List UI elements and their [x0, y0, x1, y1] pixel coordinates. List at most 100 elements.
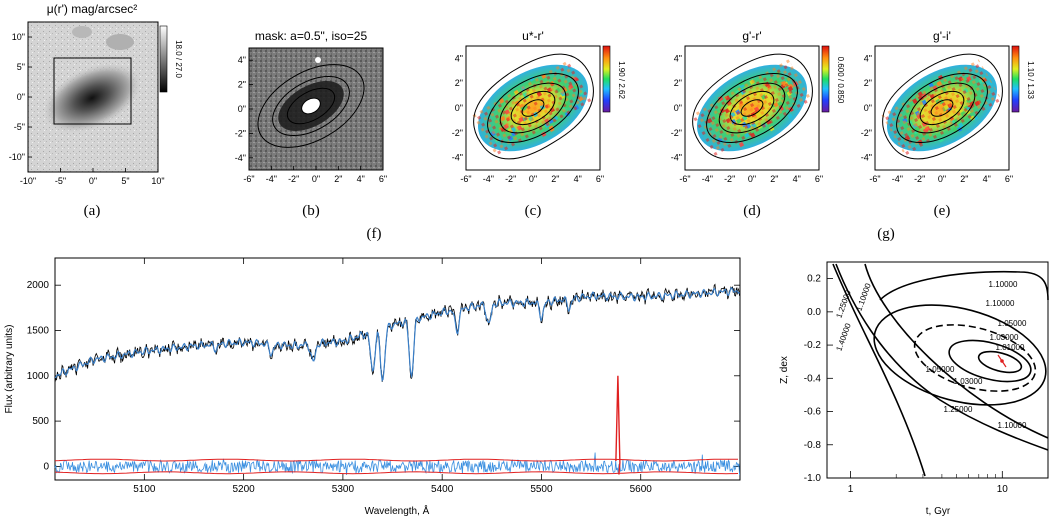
panel-a-blob: [106, 34, 134, 50]
y-tick-label: -5": [14, 122, 25, 132]
sky-line-spike: [615, 375, 621, 475]
panel-d-map: [691, 53, 813, 160]
color-map-texture: [472, 59, 594, 157]
y-tick-label: 1000: [27, 371, 50, 382]
contour-ylabel: Z, dex: [779, 356, 790, 384]
panel-a: μ(r') mag/arcsec² 18.0 / 27.0 -10" -5" 0" 5…: [9, 2, 183, 219]
isophote: [521, 99, 545, 117]
error-lower-series: [54, 471, 739, 475]
y-tick-label: 4": [674, 53, 682, 63]
y-tick-label: -1.0: [804, 473, 822, 484]
y-tick-label: -0.6: [804, 407, 822, 418]
y-tick-label: 0": [864, 103, 872, 113]
chi2-contour-panel: 1 10 0.2 0.0 -0.2 -0.4 -0.6 -0.8 -1.0 1.10000 1.2…: [779, 261, 1049, 517]
x-tick-label: -2": [724, 174, 735, 184]
x-tick-label: 5500: [530, 484, 553, 495]
panel-a-yticks: 10" 5" 0" -5" -10": [9, 32, 32, 162]
panel-a-zoom-box: [53, 57, 132, 125]
contour-label: 1.03000: [954, 377, 983, 386]
contour-line: [879, 270, 1049, 301]
contour-line: [832, 263, 926, 477]
x-tick-label: 4": [357, 174, 365, 184]
panel-e-colorbar-label: 1.10 / 1.33: [1026, 61, 1035, 99]
panel-a-label: (a): [84, 203, 101, 219]
isophote: [740, 99, 764, 117]
panel-b-yticks: 4" 2" 0" -2" -4": [235, 55, 253, 163]
y-tick-label: -2": [452, 128, 463, 138]
y-tick-label: 4": [864, 53, 872, 63]
contour-label: 1.05000: [998, 319, 1027, 328]
y-tick-label: 4": [238, 55, 246, 65]
y-tick-label: 2": [674, 78, 682, 88]
error-upper-series: [54, 458, 739, 462]
panel-e-colorbar: [1011, 45, 1020, 113]
isophote: [930, 99, 954, 117]
panel-a-colorbar: [159, 25, 168, 93]
contour-label: 1.25000: [944, 405, 973, 414]
contour-line: [873, 304, 1047, 406]
contour-xlabel: t, Gyr: [926, 506, 951, 517]
panel-c-title: u*-r': [522, 29, 544, 43]
panel-a-galaxy: [43, 63, 141, 133]
x-tick-label: 2": [770, 174, 778, 184]
isophote: [487, 72, 579, 144]
color-map-texture: [691, 59, 813, 157]
y-tick-label: 5": [17, 62, 25, 72]
x-tick-label: 6": [379, 174, 387, 184]
x-tick-label: 5100: [133, 484, 156, 495]
x-tick-label: 4": [983, 174, 991, 184]
outer-isophote: [882, 53, 1003, 160]
isophote: [919, 90, 965, 126]
panel-a-colorbar-label: 18.0 / 27.0: [174, 40, 183, 78]
x-tick-label: 6": [1005, 174, 1013, 184]
panel-a-title: μ(r') mag/arcsec²: [47, 2, 138, 16]
y-tick-label: 0": [17, 92, 25, 102]
panel-b-star: [315, 57, 321, 63]
x-tick-label: 1: [848, 484, 854, 495]
panel-e-label: (e): [934, 203, 951, 219]
panel-b: mask: a=0.5", iso=25 -6" -4" -2" 0" 2" 4" 6" 4…: [235, 29, 387, 219]
panel-e-title: g'-i': [933, 29, 951, 43]
y-tick-label: 2": [864, 78, 872, 88]
y-tick-label: -2": [235, 128, 246, 138]
panel-g-label: (g): [877, 226, 895, 242]
y-tick-label: 2": [455, 78, 463, 88]
panel-e-map: [881, 53, 1003, 160]
contour-frame: [826, 261, 1049, 479]
isophote: [272, 75, 350, 137]
spectrum-model-series: [54, 287, 741, 382]
x-tick-label: 5600: [630, 484, 653, 495]
y-tick-label: 500: [32, 416, 49, 427]
x-tick-label: 4": [574, 174, 582, 184]
y-tick-label: 0": [238, 104, 246, 114]
x-tick-label: 0": [938, 174, 946, 184]
panel-a-xticks: -10" -5" 0" 5" 10": [20, 168, 165, 186]
x-tick-label: -2": [505, 174, 516, 184]
y-tick-label: -2": [861, 128, 872, 138]
contour-label: 1.10000: [986, 299, 1015, 308]
contour-label: 1.10000: [998, 421, 1027, 430]
x-tick-label: 0": [529, 174, 537, 184]
contour-line: [864, 263, 1049, 439]
x-tick-label: 0": [312, 174, 320, 184]
x-tick-label: 0": [748, 174, 756, 184]
panel-d-colorbar-label: 0.600 / 0.850: [836, 57, 845, 104]
panel-e: g'-i' 1.10 / 1.33 -6" -4" -2" 0" 2" 4" 6" 4" 2" 0" -…: [861, 29, 1035, 219]
contour-line: [913, 324, 1037, 392]
panel-d-frame: [684, 45, 820, 171]
panel-b-xticks: -6" -4" -2" 0" 2" 4" 6": [243, 166, 387, 184]
best-fit-point: [1000, 359, 1004, 363]
x-tick-label: -2": [914, 174, 925, 184]
outer-isophote: [692, 53, 813, 160]
x-tick-label: 6": [596, 174, 604, 184]
spectrum-ylabel: Flux (arbitrary units): [4, 325, 15, 414]
spectrum-frame: [54, 257, 741, 481]
y-tick-label: -0.8: [804, 440, 822, 451]
color-pixel: [738, 141, 745, 148]
x-tick-label: -5": [55, 176, 66, 186]
panel-c-colorbar-label: 1.90 / 2.62: [617, 61, 626, 99]
y-tick-label: -2": [671, 128, 682, 138]
y-tick-label: 0: [43, 461, 49, 472]
color-map-panels: u*-r' 1.90 / 2.62 -6" -4" -2" 0" 2" 4" 6" 4" 2" 0" -…: [452, 29, 1035, 219]
panel-d: g'-r' 0.600 / 0.850 -6" -4" -2" 0" 2" 4" 6" 4" 2" 0…: [671, 29, 845, 219]
